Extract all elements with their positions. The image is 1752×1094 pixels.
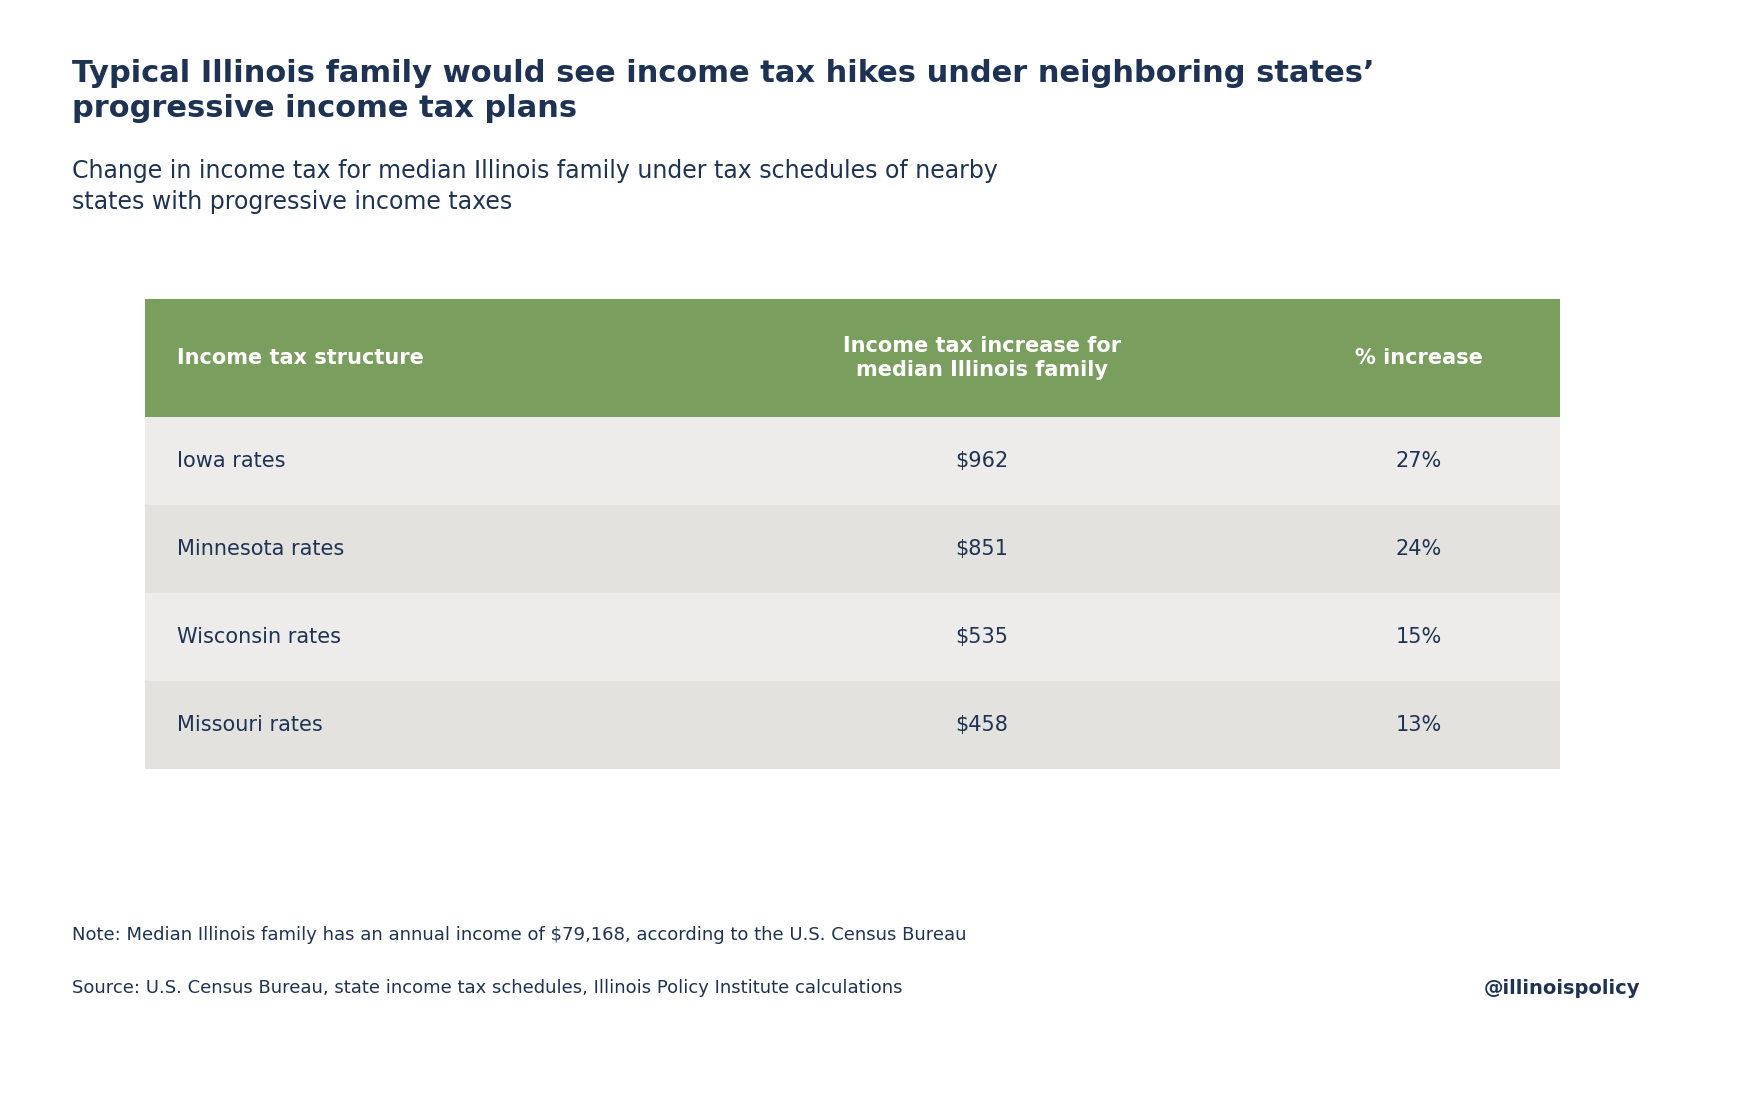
Text: Note: Median Illinois family has an annual income of $79,168, according to the U: Note: Median Illinois family has an annu… <box>72 926 967 944</box>
Text: Income tax increase for
median Illinois family: Income tax increase for median Illinois … <box>843 336 1121 380</box>
FancyBboxPatch shape <box>1277 680 1559 769</box>
Text: 27%: 27% <box>1395 451 1442 472</box>
FancyBboxPatch shape <box>687 593 1277 680</box>
Text: Iowa rates: Iowa rates <box>177 451 286 472</box>
Text: @illinoispolicy: @illinoispolicy <box>1484 979 1640 998</box>
FancyBboxPatch shape <box>145 593 687 680</box>
Text: 13%: 13% <box>1395 715 1442 735</box>
FancyBboxPatch shape <box>145 417 687 505</box>
Text: $458: $458 <box>955 715 1009 735</box>
Text: Typical Illinois family would see income tax hikes under neighboring states’
pro: Typical Illinois family would see income… <box>72 59 1375 123</box>
FancyBboxPatch shape <box>145 299 687 417</box>
Text: % increase: % increase <box>1354 348 1482 368</box>
FancyBboxPatch shape <box>1277 299 1559 417</box>
Text: Income tax structure: Income tax structure <box>177 348 424 368</box>
FancyBboxPatch shape <box>687 299 1277 417</box>
FancyBboxPatch shape <box>687 417 1277 505</box>
Text: $962: $962 <box>955 451 1009 472</box>
Text: Minnesota rates: Minnesota rates <box>177 539 343 559</box>
Text: 15%: 15% <box>1395 627 1442 647</box>
FancyBboxPatch shape <box>145 505 687 593</box>
FancyBboxPatch shape <box>145 680 687 769</box>
FancyBboxPatch shape <box>1277 505 1559 593</box>
Text: Wisconsin rates: Wisconsin rates <box>177 627 342 647</box>
Text: 24%: 24% <box>1395 539 1442 559</box>
Text: Change in income tax for median Illinois family under tax schedules of nearby
st: Change in income tax for median Illinois… <box>72 159 999 213</box>
Text: Missouri rates: Missouri rates <box>177 715 322 735</box>
FancyBboxPatch shape <box>687 505 1277 593</box>
FancyBboxPatch shape <box>1277 417 1559 505</box>
Text: Source: U.S. Census Bureau, state income tax schedules, Illinois Policy Institut: Source: U.S. Census Bureau, state income… <box>72 979 902 997</box>
FancyBboxPatch shape <box>1277 593 1559 680</box>
FancyBboxPatch shape <box>687 680 1277 769</box>
Text: $851: $851 <box>955 539 1009 559</box>
Text: $535: $535 <box>955 627 1009 647</box>
